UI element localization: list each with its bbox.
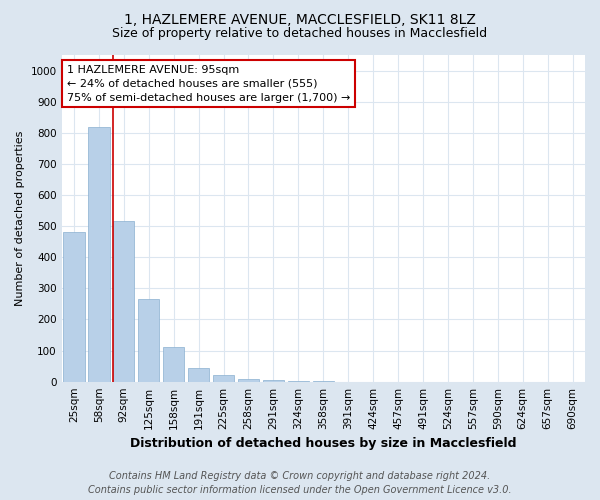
Text: 1, HAZLEMERE AVENUE, MACCLESFIELD, SK11 8LZ: 1, HAZLEMERE AVENUE, MACCLESFIELD, SK11 … [124,12,476,26]
Bar [213,376,234,382]
Text: Size of property relative to detached houses in Macclesfield: Size of property relative to detached ho… [112,28,488,40]
Bar [288,381,309,382]
Bar [263,380,284,382]
Y-axis label: Number of detached properties: Number of detached properties [15,130,25,306]
Bar [88,126,110,382]
Text: Contains HM Land Registry data © Crown copyright and database right 2024.
Contai: Contains HM Land Registry data © Crown c… [88,471,512,495]
Bar [188,368,209,382]
Bar [138,299,160,382]
X-axis label: Distribution of detached houses by size in Macclesfield: Distribution of detached houses by size … [130,437,517,450]
Bar [64,232,85,382]
Bar [238,378,259,382]
Text: 1 HAZLEMERE AVENUE: 95sqm
← 24% of detached houses are smaller (555)
75% of semi: 1 HAZLEMERE AVENUE: 95sqm ← 24% of detac… [67,65,350,103]
Bar [113,222,134,382]
Bar [163,348,184,382]
